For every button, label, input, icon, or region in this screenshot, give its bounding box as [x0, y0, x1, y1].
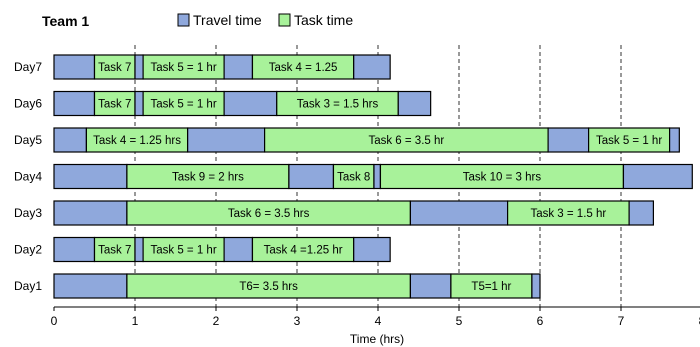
gridlines: [134, 45, 622, 307]
legend-swatch-task: [278, 13, 291, 27]
bar-row: Task 6 = 3.5 hrs Task 3 = 1.5 hr: [53, 200, 654, 226]
segment-label: Task 7: [98, 62, 131, 74]
segment-label: Task 7: [98, 99, 131, 111]
travel-segment: [53, 236, 96, 263]
bar-row: Task 9 = 2 hrs Task 8 Task 10 = 3 hrs: [53, 163, 693, 190]
task-segment: [142, 236, 225, 263]
segment-label: Task 3 = 1.5 hr: [530, 208, 606, 220]
segment-label: Task 5 = 1 hr: [151, 62, 217, 74]
task-segment: [85, 127, 189, 153]
travel-segment: [53, 273, 128, 299]
bar-row: Task 7 Task 5 = 1 hr Task 4 =1.25 hr: [53, 236, 391, 263]
travel-segment: [622, 163, 693, 190]
segment-label: Task 7: [98, 245, 131, 257]
travel-segment: [353, 236, 391, 263]
travel-segment: [53, 200, 128, 226]
task-segment: [264, 127, 549, 153]
travel-segment: [223, 236, 254, 263]
x-tick-label: 6: [537, 314, 544, 328]
day-labels: Day7 Day6 Day5 Day4 Day3 Day2 Day1: [14, 60, 42, 293]
travel-segment: [134, 90, 144, 117]
travel-segment: [397, 90, 432, 117]
bar-row: T6= 3.5 hrs T5=1 hr: [53, 273, 541, 299]
segment-label: Task 4 = 1.25 hrs: [93, 135, 181, 147]
travel-segment: [409, 200, 509, 226]
segment-label: Task 4 = 1.25: [269, 62, 338, 74]
task-segment: [251, 236, 355, 263]
segment-label: T5=1 hr: [471, 281, 511, 293]
segment-label: Task 5 = 1 hr: [151, 245, 217, 257]
travel-segment: [288, 163, 335, 190]
travel-segment: [531, 273, 541, 299]
segment-label: Task 6 = 3.5 hrs: [228, 208, 310, 220]
day-label: Day2: [14, 243, 42, 257]
day-label: Day5: [14, 133, 42, 147]
task-segment: [507, 200, 630, 226]
segment-label: Task 10 = 3 hrs: [463, 172, 542, 184]
x-tick-label: 0: [51, 314, 58, 328]
x-tick-label: 2: [213, 314, 220, 328]
legend: Travel time Task time: [177, 12, 353, 28]
task-segment: [93, 90, 136, 117]
travel-segment: [353, 54, 391, 80]
travel-segment: [223, 90, 278, 117]
task-segment: [126, 273, 412, 299]
day-label: Day3: [14, 206, 42, 220]
travel-segment: [409, 273, 452, 299]
segment-label: Task 9 = 2 hrs: [172, 172, 244, 184]
x-axis-title: Time (hrs): [350, 332, 404, 346]
travel-segment: [53, 163, 128, 190]
bar-row: Task 7 Task 5 = 1 hr Task 4 = 1.25: [53, 54, 391, 80]
segment-label: Task 8: [337, 172, 370, 184]
bar-row: Task 7 Task 5 = 1 hr Task 3 = 1.5 hrs: [53, 90, 432, 117]
x-tick-label: 3: [294, 314, 301, 328]
task-segment: [93, 54, 136, 80]
segment-label: Task 4 =1.25 hr: [264, 245, 343, 257]
x-tick-label: 5: [456, 314, 463, 328]
legend-label-task: Task time: [294, 12, 353, 28]
x-tick-label: 8: [699, 314, 700, 328]
task-segment: [379, 163, 625, 190]
x-tick-label: 4: [375, 314, 382, 328]
bar-row: Task 4 = 1.25 hrs Task 6 = 3.5 hr Task 5 =…: [53, 127, 680, 153]
day-label: Day6: [14, 97, 42, 111]
day-label: Day1: [14, 279, 42, 293]
task-segment: [251, 54, 355, 80]
chart-title: Team 1: [42, 13, 89, 29]
legend-label-travel: Travel time: [193, 12, 262, 28]
travel-segment: [373, 163, 382, 190]
travel-segment: [187, 127, 266, 153]
legend-swatch-travel: [177, 13, 190, 27]
travel-segment: [223, 54, 254, 80]
travel-segment: [134, 236, 144, 263]
day-label: Day4: [14, 170, 42, 184]
segment-label: T6= 3.5 hrs: [239, 281, 298, 293]
task-segment: [126, 163, 290, 190]
travel-segment: [53, 90, 96, 117]
segment-label: Task 5 = 1 hr: [151, 99, 217, 111]
task-segment: [450, 273, 533, 299]
segment-label: Task 3 = 1.5 hrs: [297, 99, 379, 111]
travel-segment: [628, 200, 654, 226]
segment-label: Task 5 = 1 hr: [596, 135, 662, 147]
x-tick-label: 1: [132, 314, 139, 328]
segment-label: Task 6 = 3.5 hr: [368, 135, 444, 147]
travel-segment: [53, 127, 88, 153]
task-segment: [142, 90, 225, 117]
travel-segment: [53, 54, 96, 80]
x-tick-label: 7: [618, 314, 625, 328]
travel-segment: [134, 54, 144, 80]
travel-segment: [668, 127, 680, 153]
task-segment: [332, 163, 375, 190]
task-segment: [276, 90, 399, 117]
day-label: Day7: [14, 60, 42, 74]
travel-segment: [547, 127, 590, 153]
x-axis-ticks: 0 1 2 3 4 5 6 7 8: [51, 307, 700, 328]
